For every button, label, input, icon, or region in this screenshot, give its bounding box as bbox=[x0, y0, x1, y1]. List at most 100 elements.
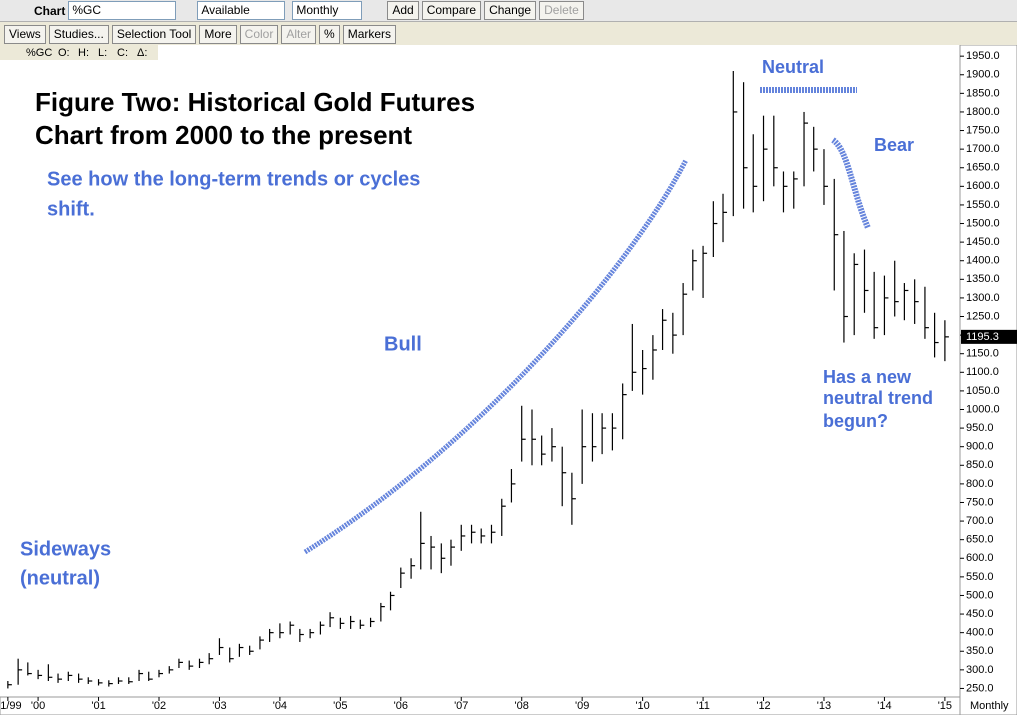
ohlc-bar bbox=[742, 82, 748, 209]
bull-label: Bull bbox=[384, 333, 422, 355]
ohlc-bar bbox=[67, 671, 73, 682]
y-tick-label: 650.0 bbox=[966, 534, 994, 546]
color-button[interactable]: Color bbox=[239, 24, 279, 44]
ohlc-bar bbox=[178, 658, 183, 668]
symbol-input[interactable]: %GC bbox=[68, 1, 177, 20]
delete-button[interactable]: Delete bbox=[539, 1, 584, 20]
ohlc-bar bbox=[259, 636, 264, 650]
markers-button[interactable]: Markers bbox=[342, 24, 397, 44]
ohlc-bar bbox=[359, 619, 365, 629]
x-tick-label: '05 bbox=[333, 700, 347, 712]
ohlc-bar bbox=[561, 446, 567, 507]
ohlc-bar bbox=[692, 249, 697, 291]
ohlc-bar bbox=[782, 171, 788, 213]
ohlc-bar bbox=[410, 558, 416, 579]
ohlc-bar bbox=[682, 283, 688, 336]
x-tick-label: '08 bbox=[515, 700, 529, 712]
ohlc-bar bbox=[773, 115, 778, 187]
ohlc-bar bbox=[501, 498, 506, 536]
x-tick-label: '01 bbox=[91, 700, 105, 712]
y-tick-label: 900.0 bbox=[966, 441, 994, 453]
footer-period: Monthly bbox=[970, 700, 1009, 712]
x-axis-strip bbox=[0, 696, 961, 715]
y-tick-label: 950.0 bbox=[966, 422, 994, 434]
question: begun? bbox=[823, 411, 888, 431]
change-button[interactable]: Change bbox=[484, 1, 537, 20]
ohlc-bar bbox=[510, 469, 516, 503]
y-tick-label: 1150.0 bbox=[966, 348, 999, 360]
hand-drawn-curves bbox=[303, 87, 871, 555]
y-tick-label: 1500.0 bbox=[966, 217, 1000, 229]
y-tick-label: 1350.0 bbox=[966, 273, 1000, 285]
ohlc-bar bbox=[833, 178, 839, 291]
percent-button[interactable]: % bbox=[319, 24, 340, 44]
y-tick-label: 1850.0 bbox=[966, 87, 1000, 99]
views-button[interactable]: Views bbox=[4, 24, 46, 44]
ohlc-bar bbox=[319, 621, 325, 635]
y-tick-label: 1900.0 bbox=[966, 69, 1000, 81]
compare-button[interactable]: Compare bbox=[421, 1, 482, 20]
y-tick-label: 1450.0 bbox=[966, 236, 1000, 248]
ohlc-bar bbox=[229, 647, 234, 663]
ohlc-bar bbox=[57, 673, 63, 683]
ohlc-bar bbox=[198, 658, 204, 668]
ohlc-bar bbox=[218, 638, 224, 655]
legend-change: Δ: bbox=[137, 47, 147, 59]
ohlc-bar bbox=[350, 615, 355, 629]
sideways-label: Sideways bbox=[20, 538, 111, 560]
period-dropdown[interactable]: Monthly bbox=[292, 1, 363, 20]
y-tick-label: 1750.0 bbox=[966, 124, 1000, 136]
plot-area bbox=[0, 45, 960, 697]
add-button[interactable]: Add bbox=[387, 1, 419, 20]
title-line: Chart from 2000 to the present bbox=[35, 120, 412, 150]
ohlc-bar bbox=[611, 413, 617, 451]
x-tick-label: '04 bbox=[273, 700, 287, 712]
ohlc-bar bbox=[934, 312, 939, 358]
ohlc-bar bbox=[944, 320, 949, 362]
ohlc-bar bbox=[591, 413, 597, 462]
y-tick-label: 1800.0 bbox=[966, 106, 1000, 118]
x-tick-label: '03 bbox=[212, 700, 226, 712]
ohlc-bar bbox=[188, 660, 194, 670]
ohlc-bar bbox=[581, 409, 587, 484]
ohlc-bar bbox=[440, 543, 446, 574]
ohlc-bar bbox=[77, 673, 83, 683]
ohlc-bar bbox=[883, 275, 889, 336]
ohlc-bar bbox=[17, 658, 23, 685]
ohlc-bar bbox=[470, 524, 476, 544]
ohlc-bar bbox=[279, 623, 284, 639]
last-price-label: 1195.3 bbox=[966, 331, 999, 343]
ohlc-bar bbox=[571, 472, 576, 525]
legend-row: %GC O: H: L: C: Δ: bbox=[0, 45, 158, 60]
ohlc-bar bbox=[702, 245, 708, 298]
y-tick-label: 1250.0 bbox=[966, 310, 1000, 322]
more-button[interactable]: More bbox=[199, 24, 237, 44]
ohlc-bar bbox=[420, 511, 425, 570]
ohlc-bar bbox=[541, 435, 546, 466]
studies-button[interactable]: Studies... bbox=[48, 24, 109, 44]
ohlc-bar bbox=[823, 149, 828, 205]
ohlc-bar bbox=[843, 230, 848, 343]
ohlc-bar bbox=[117, 677, 123, 684]
x-tick-label: '13 bbox=[817, 700, 831, 712]
y-tick-label: 1100.0 bbox=[966, 366, 999, 378]
x-tick-label: '06 bbox=[394, 700, 408, 712]
ohlc-bar bbox=[924, 286, 929, 339]
y-tick-label: 450.0 bbox=[966, 608, 994, 620]
legend-symbol: %GC bbox=[26, 47, 52, 59]
ohlc-bar bbox=[47, 664, 53, 682]
ohlc-bar bbox=[631, 323, 637, 391]
list-dropdown[interactable]: Available bbox=[197, 1, 286, 20]
alter-button[interactable]: Alter bbox=[281, 24, 317, 44]
ohlc-bar bbox=[168, 666, 174, 674]
y-tick-label: 800.0 bbox=[966, 478, 994, 490]
sideways-label: (neutral) bbox=[20, 567, 100, 589]
ohlc-bar bbox=[249, 645, 254, 655]
selection-button[interactable]: Selection Tool bbox=[111, 24, 197, 44]
ohlc-bar bbox=[148, 671, 153, 682]
ohlc-bar bbox=[238, 643, 244, 657]
ohlc-bar bbox=[622, 383, 627, 440]
y-tick-label: 1650.0 bbox=[966, 162, 1000, 174]
tool-bar: Views Studies... Selection Tool More Col… bbox=[0, 23, 1017, 45]
y-tick-label: 750.0 bbox=[966, 496, 994, 508]
